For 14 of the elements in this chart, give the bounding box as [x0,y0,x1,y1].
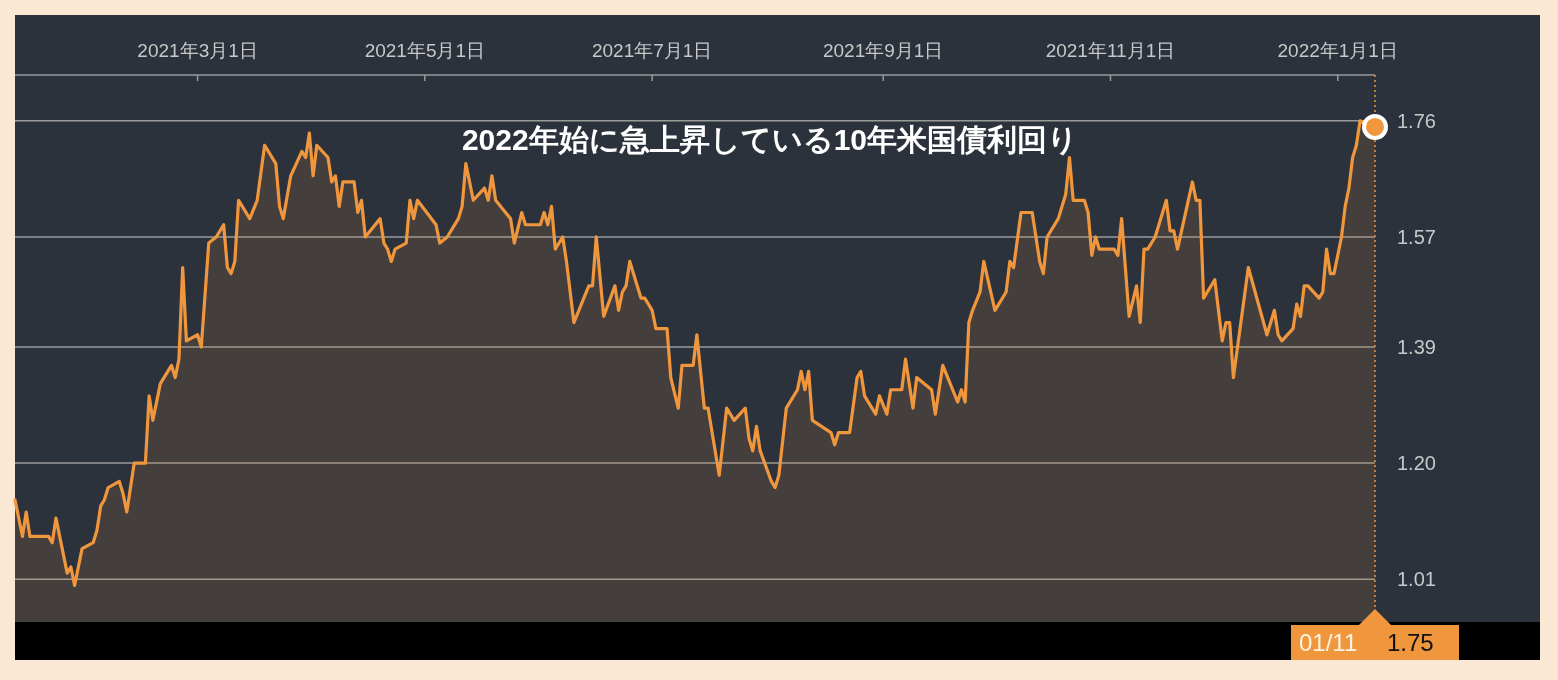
x-tick-label: 2021年7月1日 [591,40,713,61]
text: 1.75 [1387,629,1434,656]
y-tick-label: 1.76 [1397,109,1436,132]
y-tick-label: 1.20 [1397,452,1436,475]
y-tick-label: 1.39 [1397,335,1436,358]
y-tick-label: 1.01 [1397,568,1436,591]
x-tick-label: 2021年9月1日 [822,40,944,61]
text: 2022年始に急上昇している10年米国債利回り [461,123,1079,156]
x-tick-label: 2021年11月1日 [1045,40,1176,61]
y-tick-label: 1.57 [1397,225,1436,248]
x-tick-label: 2022年1月1日 [1277,40,1398,61]
text: 01/11 [1299,629,1358,656]
x-tick-label: 2021年5月1日 [364,40,486,61]
x-tick-label: 2021年3月1日 [137,40,258,61]
